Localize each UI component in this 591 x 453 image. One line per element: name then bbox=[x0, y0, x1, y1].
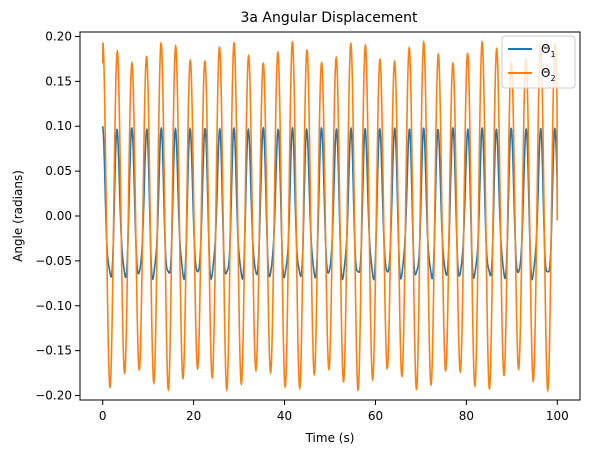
y-axis-ticks: −0.20 −0.15 −0.10 −0.05 0.00 0.05 0.10 0.15 0.20 bbox=[35, 29, 80, 403]
y-tick-label: 0.20 bbox=[45, 29, 72, 43]
y-axis-label: Angle (radians) bbox=[11, 170, 25, 262]
y-tick-label: 0.05 bbox=[45, 164, 72, 178]
legend-label-theta2: Θ2 bbox=[541, 66, 556, 83]
x-tick-label: 60 bbox=[368, 409, 383, 423]
y-tick-label: −0.15 bbox=[35, 344, 72, 358]
legend-box bbox=[501, 35, 576, 89]
y-tick-label: 0.10 bbox=[45, 119, 72, 133]
x-tick-label: 40 bbox=[277, 409, 292, 423]
y-tick-label: −0.20 bbox=[35, 389, 72, 403]
y-tick-label: −0.05 bbox=[35, 254, 72, 268]
plot-series-group bbox=[101, 39, 559, 393]
chart-title: 3a Angular Displacement bbox=[240, 10, 418, 26]
x-axis-label: Time (s) bbox=[305, 431, 355, 445]
x-tick-label: 20 bbox=[186, 409, 201, 423]
legend-label-theta1: Θ1 bbox=[541, 42, 556, 59]
x-tick-label: 0 bbox=[99, 409, 107, 423]
x-axis-ticks: 0 20 40 60 80 100 bbox=[99, 400, 569, 423]
y-tick-label: 0.00 bbox=[45, 209, 72, 223]
y-tick-label: −0.10 bbox=[35, 299, 72, 313]
x-tick-label: 80 bbox=[459, 409, 474, 423]
y-tick-label: 0.15 bbox=[45, 74, 72, 88]
legend: Θ1 Θ2 bbox=[501, 35, 576, 89]
series-line-theta2 bbox=[101, 39, 559, 393]
x-tick-label: 100 bbox=[546, 409, 569, 423]
